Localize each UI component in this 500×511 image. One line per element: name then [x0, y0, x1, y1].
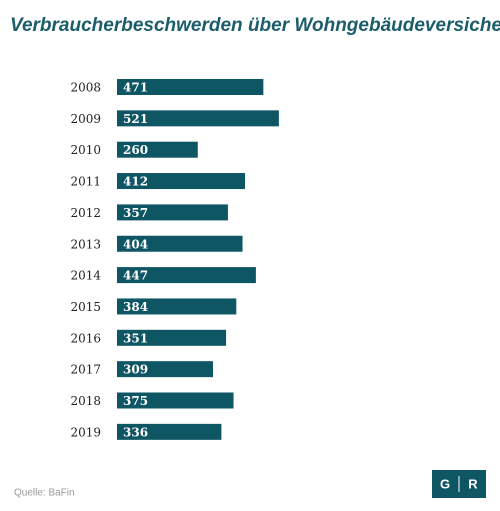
- logo-letter: G: [440, 476, 450, 491]
- bar: [117, 79, 264, 95]
- value-label: 336: [123, 425, 148, 439]
- value-label: 351: [123, 331, 148, 345]
- logo-letter: R: [468, 476, 478, 491]
- value-label: 357: [123, 206, 148, 220]
- value-label: 375: [123, 394, 148, 408]
- value-label: 412: [123, 175, 148, 189]
- y-tick-label: 2016: [70, 331, 101, 345]
- logo: G R: [432, 470, 486, 498]
- bar: [117, 423, 222, 440]
- y-tick-label: 2014: [70, 269, 101, 283]
- y-tick-label: 2017: [70, 363, 101, 377]
- bar: [117, 173, 246, 190]
- chart-title: Verbraucherbeschwerden über Wohngebäudev…: [10, 15, 500, 36]
- value-label: 384: [123, 300, 148, 314]
- bar: [117, 361, 214, 378]
- value-label: 404: [123, 237, 148, 251]
- y-tick-label: 2018: [70, 394, 101, 408]
- bar: [117, 141, 198, 158]
- value-label: 521: [123, 112, 148, 126]
- bar: [117, 204, 228, 221]
- y-tick-label: 2015: [70, 300, 101, 314]
- y-tick-label: 2011: [70, 175, 101, 189]
- bar: [117, 392, 234, 409]
- bar: [117, 329, 227, 346]
- value-label: 447: [123, 269, 148, 283]
- y-tick-label: 2012: [70, 206, 101, 220]
- value-label: 260: [123, 143, 148, 157]
- y-tick-label: 2008: [70, 81, 101, 95]
- value-label: 471: [123, 81, 148, 95]
- bar: [117, 235, 243, 252]
- y-tick-label: 2013: [70, 237, 101, 251]
- bar: [117, 298, 237, 315]
- y-tick-label: 2009: [70, 112, 101, 126]
- value-label: 309: [123, 363, 148, 377]
- y-tick-label: 2010: [70, 143, 101, 157]
- bar: [117, 110, 279, 127]
- bar: [117, 267, 256, 284]
- y-tick-label: 2019: [70, 425, 101, 439]
- source: Quelle: BaFin: [14, 488, 75, 499]
